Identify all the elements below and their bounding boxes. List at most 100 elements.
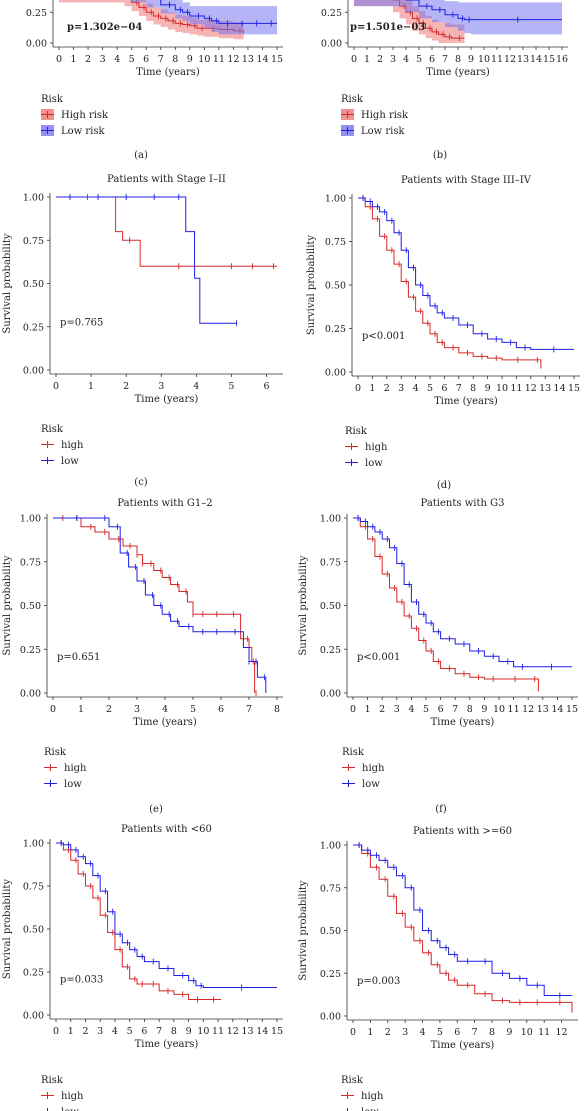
x-tick-label: 11 (491, 54, 503, 65)
legend-item-low: low (361, 1107, 379, 1111)
panel-title: Patients with Stage I–II (107, 174, 226, 185)
x-tick-label: 5 (129, 54, 135, 65)
x-tick-label: 11 (212, 1026, 224, 1037)
x-tick-label: 12 (556, 1027, 568, 1038)
x-tick-label: 8 (467, 704, 473, 715)
x-tick-label: 13 (242, 54, 254, 65)
km-curve-low (160, 0, 277, 24)
x-tick-label: 0 (351, 54, 357, 65)
y-tick-label: 0.75 (23, 236, 44, 247)
legend-title: Risk (41, 94, 64, 105)
x-tick-label: 0 (350, 1027, 356, 1038)
x-tick-label: 1 (364, 54, 370, 65)
km-curve-high (56, 842, 222, 1001)
x-tick-label: 6 (454, 1027, 460, 1038)
x-tick-label: 0 (350, 704, 356, 715)
x-tick-label: 8 (455, 54, 461, 65)
legend-title: Risk (341, 94, 364, 105)
legend-title: Risk (342, 747, 365, 758)
panel-caption: (d) (437, 480, 451, 491)
x-axis-label: Time (years) (434, 396, 498, 407)
x-tick-label: 10 (197, 1026, 209, 1037)
y-tick-label: 0.25 (320, 645, 341, 656)
y-tick-label: 1.00 (320, 841, 341, 852)
x-tick-label: 16 (556, 54, 568, 65)
x-tick-label: 9 (187, 54, 193, 65)
x-tick-label: 3 (394, 704, 400, 715)
y-axis-label: Survival probability (306, 235, 317, 335)
x-tick-label: 5 (190, 704, 196, 715)
panel-d: Patients with Stage III–IV Survival proba… (306, 175, 580, 491)
x-tick-label: 5 (427, 383, 433, 394)
legend-title: Risk (345, 426, 368, 437)
y-tick-label: 0.25 (23, 322, 44, 333)
legend-item-low: Low risk (361, 126, 406, 137)
x-tick-label: 7 (246, 704, 252, 715)
x-tick-label: 3 (402, 1027, 408, 1038)
x-tick-label: 5 (437, 1027, 443, 1038)
x-tick-label: 6 (441, 383, 447, 394)
panel-caption: (b) (433, 150, 447, 161)
x-tick-label: 11 (508, 704, 520, 715)
x-axis-label: Time (years) (135, 394, 199, 405)
x-tick-label: 3 (398, 383, 404, 394)
x-tick-label: 1 (78, 704, 84, 715)
x-tick-label: 8 (470, 383, 476, 394)
y-tick-label: 1.00 (320, 514, 341, 525)
y-tick-label: 0.75 (320, 557, 341, 568)
km-curve-low (358, 197, 574, 350)
y-tick-label: 0.50 (325, 281, 346, 292)
x-tick-label: 14 (551, 704, 563, 715)
x-tick-label: 1 (369, 383, 375, 394)
km-curve-high (353, 517, 539, 692)
y-tick-label: 0.00 (23, 366, 44, 377)
x-tick-label: 12 (522, 704, 534, 715)
x-tick-label: 14 (256, 54, 268, 65)
x-tick-label: 4 (162, 704, 168, 715)
x-tick-label: 7 (456, 383, 462, 394)
y-tick-label: 0.75 (320, 883, 341, 894)
legend-title: Risk (44, 747, 67, 758)
x-tick-label: 4 (114, 54, 120, 65)
km-curve-low (405, 0, 562, 21)
y-tick-label: 0.00 (26, 39, 47, 50)
y-tick-label: 0.50 (320, 926, 341, 937)
x-tick-label: 4 (420, 1027, 426, 1038)
legend-title: Risk (41, 424, 64, 435)
x-tick-label: 11 (538, 1027, 550, 1038)
x-tick-label: 12 (227, 54, 239, 65)
x-tick-label: 6 (143, 54, 149, 65)
panel-title: Patients with G3 (421, 498, 505, 509)
x-tick-label: 15 (543, 54, 555, 65)
y-tick-label: 0.00 (320, 1012, 341, 1023)
x-tick-label: 8 (274, 704, 280, 715)
legend-item-high: high (361, 1091, 384, 1102)
x-tick-label: 10 (478, 54, 490, 65)
panel-f: Patients with G3 Survival probability 0.00… (298, 498, 578, 815)
x-tick-label: 1 (88, 381, 94, 392)
x-tick-label: 2 (82, 1026, 88, 1037)
legend-item-high: high (61, 440, 84, 451)
km-curve-low (353, 517, 572, 668)
x-tick-label: 5 (416, 54, 422, 65)
x-tick-label: 8 (171, 1026, 177, 1037)
x-tick-label: 11 (213, 54, 225, 65)
confidence-band-high (59, 0, 244, 43)
x-tick-label: 14 (256, 1026, 268, 1037)
x-tick-label: 10 (496, 383, 508, 394)
x-tick-label: 9 (186, 1026, 192, 1037)
p-value: p=0.033 (60, 975, 103, 986)
x-tick-label: 13 (539, 383, 551, 394)
y-tick-label: 1.00 (20, 514, 41, 525)
panel-caption: (f) (435, 804, 447, 815)
y-tick-label: 1.00 (325, 194, 346, 205)
km-curve-low (56, 842, 277, 988)
x-tick-label: 5 (228, 381, 234, 392)
x-tick-label: 1 (365, 704, 371, 715)
y-tick-label: 0.75 (20, 557, 41, 568)
x-tick-label: 9 (481, 704, 487, 715)
y-tick-label: 0.25 (325, 324, 346, 335)
km-curve-low (353, 844, 572, 996)
